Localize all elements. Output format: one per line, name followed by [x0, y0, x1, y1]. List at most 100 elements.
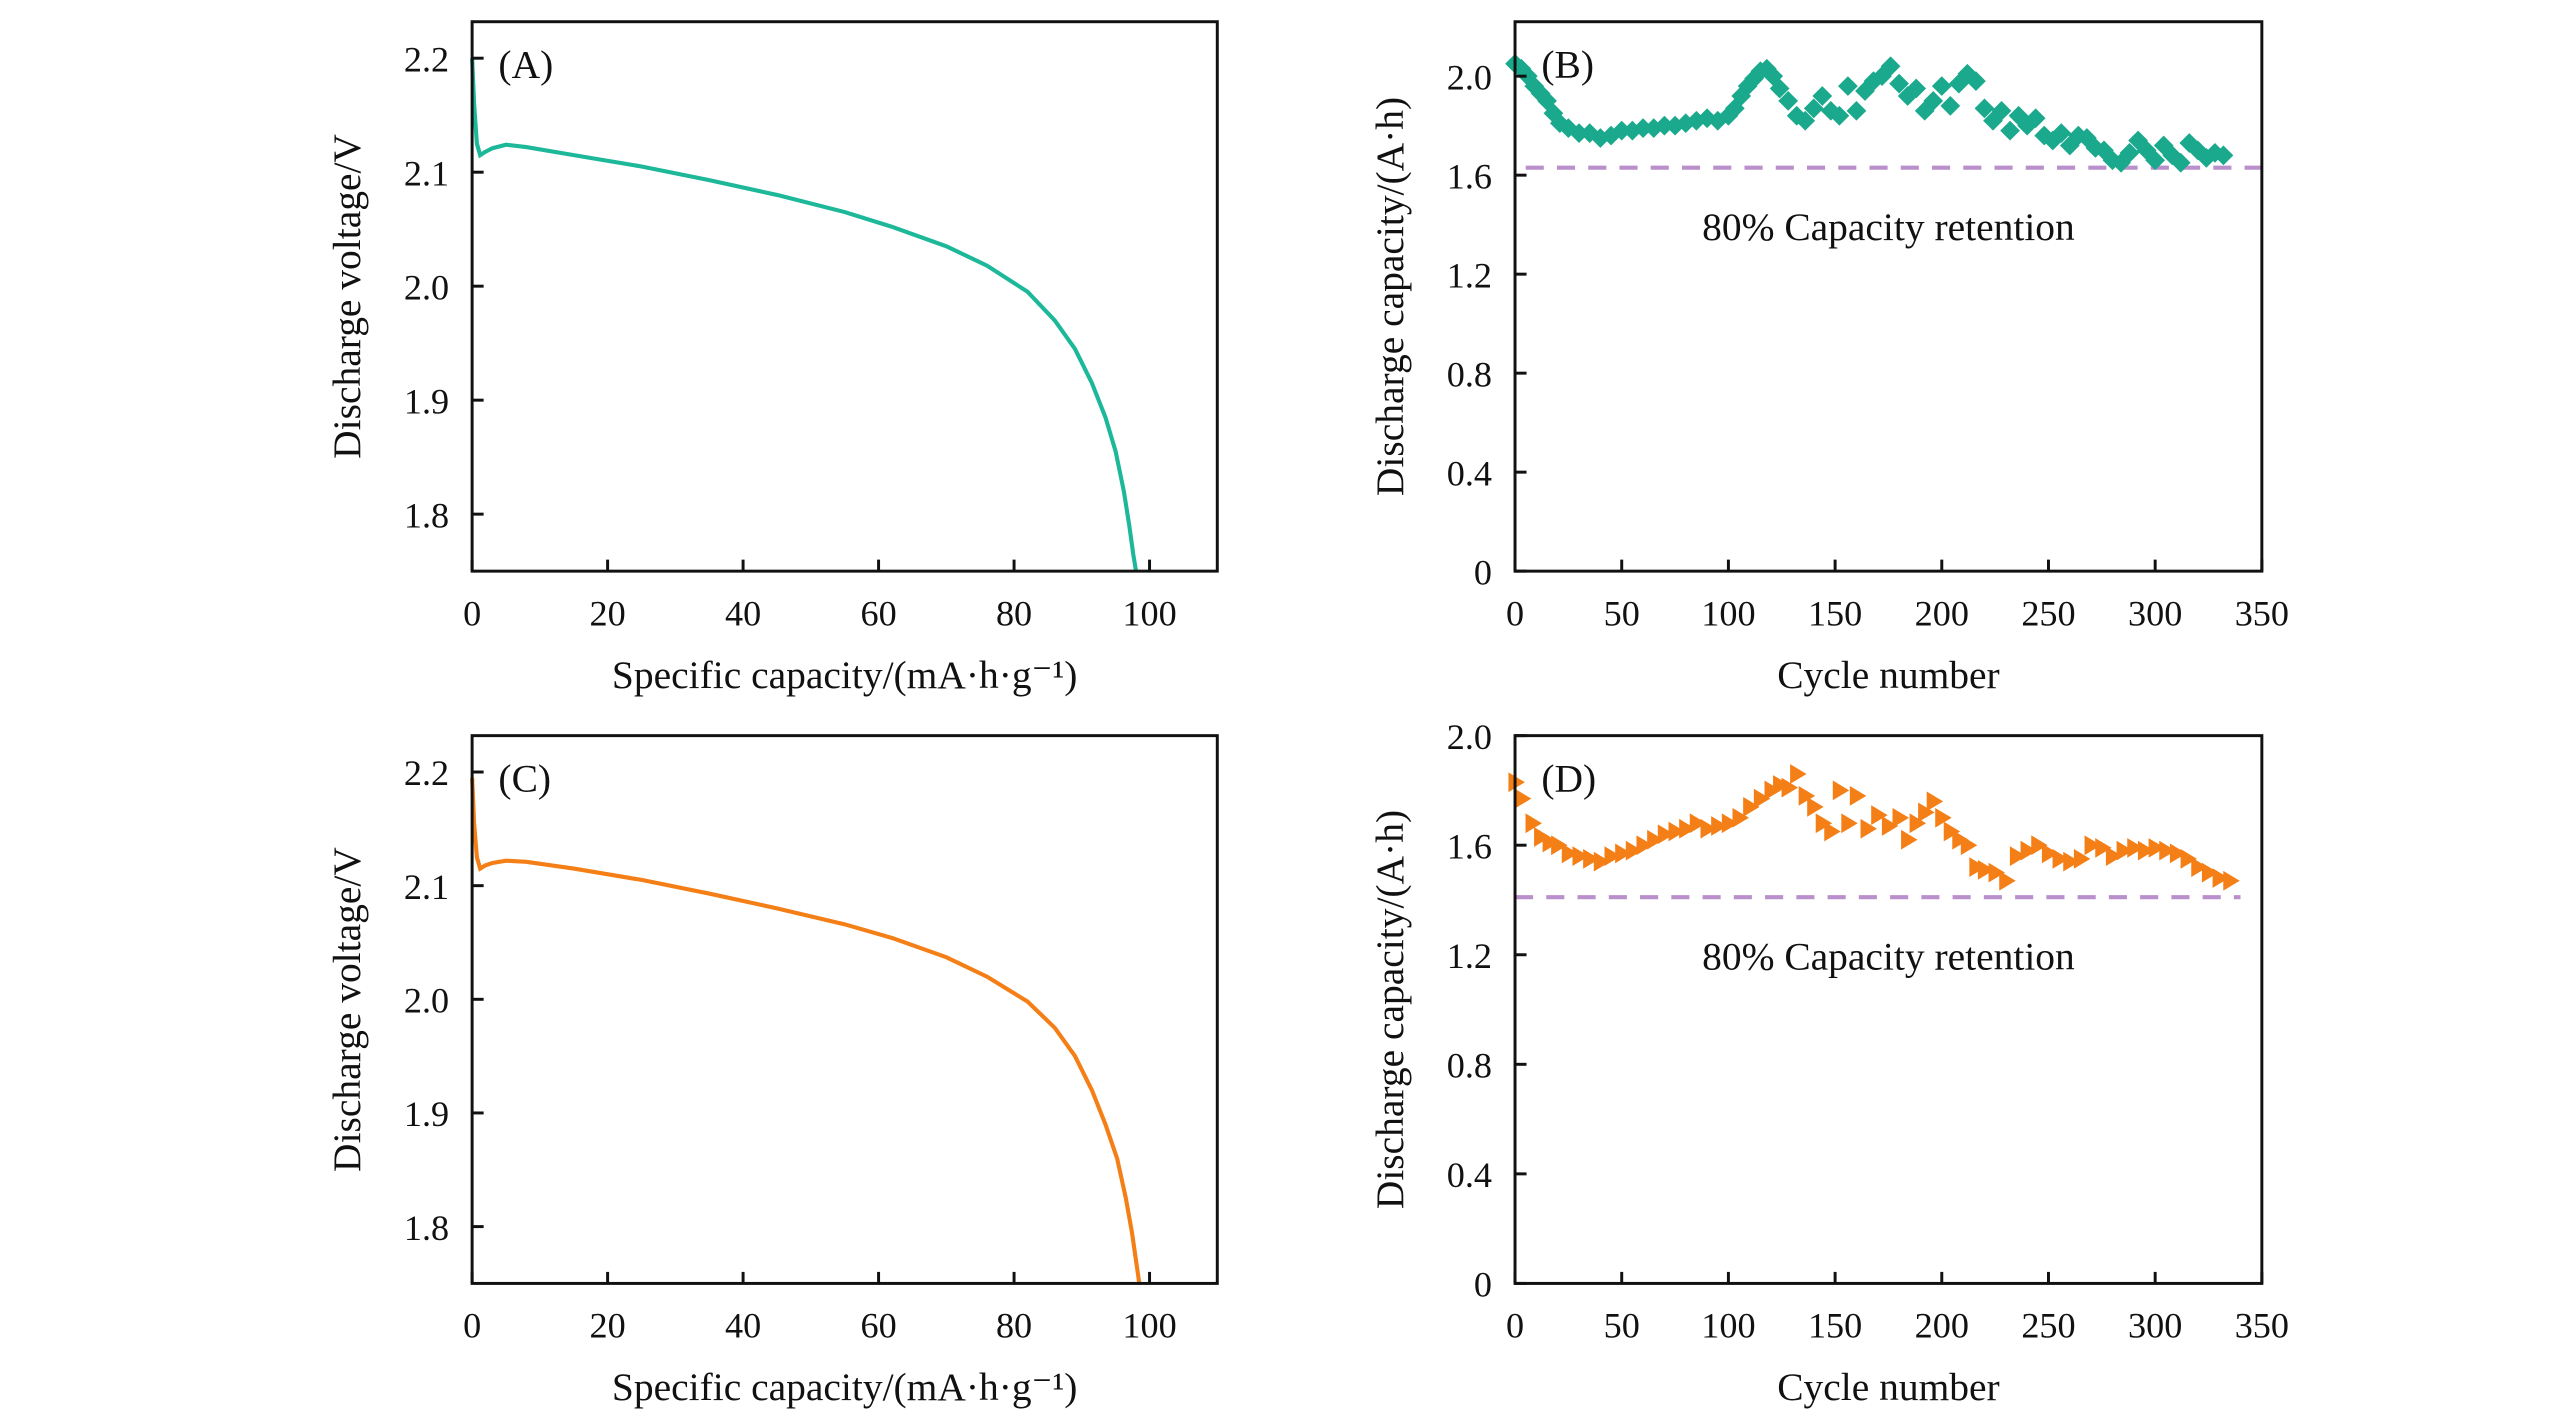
data-point: [1668, 821, 1685, 842]
y-tick-label: 0.4: [1447, 1155, 1492, 1195]
y-tick-label: 2.0: [404, 267, 449, 307]
data-point: [2127, 838, 2144, 858]
data-point: [1871, 805, 1888, 825]
data-point: [1798, 786, 1816, 806]
x-tick-label: 350: [2235, 593, 2289, 633]
y-tick-label: 2.2: [404, 39, 449, 79]
data-point: [1764, 780, 1781, 801]
series-line: [470, 58, 1139, 572]
data-point: [1815, 813, 1833, 834]
data-point: [1969, 857, 1986, 877]
y-tick-label: 0: [1474, 1265, 1492, 1305]
data-point: [2191, 857, 2208, 877]
x-tick-label: 300: [2128, 1306, 2182, 1346]
data-point: [1572, 846, 1589, 867]
data-point: [1988, 862, 2006, 883]
data-point: [1593, 851, 1611, 872]
data-point: [1906, 78, 1927, 99]
x-axis-label: Cycle number: [1777, 653, 2000, 697]
data-point: [1807, 796, 1824, 817]
y-tick-label: 0: [1474, 552, 1492, 592]
data-point: [2180, 849, 2198, 869]
panel-label: (D): [1541, 757, 1596, 801]
data-point: [1689, 813, 1707, 834]
y-tick-label: 0.8: [1447, 1045, 1492, 1085]
panel-c: 0 20 40 60 80 100 1.8 1.9 2.0 2.1 2.2 Specific capa…: [325, 734, 1219, 1409]
x-tick-label: 60: [860, 593, 896, 633]
data-point: [1940, 95, 1961, 116]
data-point: [1803, 98, 1824, 119]
data-point: [1773, 775, 1790, 795]
data-point: [1625, 840, 1643, 861]
data-point: [1721, 813, 1739, 834]
data-point: [1935, 807, 1952, 828]
data-point: [1679, 818, 1696, 839]
reference-line-label: 80% Capacity retention: [1702, 935, 2075, 979]
y-tick-label: 2.1: [404, 867, 449, 907]
data-point: [1795, 110, 1816, 131]
data-point: [2159, 840, 2176, 861]
y-tick-label: 1.8: [404, 1208, 449, 1248]
y-tick-label: 2.0: [404, 980, 449, 1020]
data-point: [1534, 827, 1551, 847]
x-tick-label: 50: [1604, 1306, 1640, 1346]
data-point: [1960, 835, 1978, 856]
data-point: [1525, 813, 1542, 834]
x-tick-label: 0: [463, 593, 481, 633]
y-tick-label: 1.6: [1447, 826, 1492, 866]
data-point: [1778, 91, 1799, 111]
x-tick-label: 350: [2235, 1306, 2289, 1346]
y-tick-label: 2.0: [1447, 57, 1492, 97]
panel-b: 80% Capacity retention 0 50 100 150 200 250 300…: [1368, 20, 2289, 697]
y-axis-label: Discharge capacity/(A·h): [1368, 810, 1412, 1209]
x-tick-label: 150: [1808, 593, 1862, 633]
data-point: [2212, 868, 2230, 888]
data-point: [1769, 78, 1790, 99]
x-tick-label: 50: [1604, 593, 1640, 633]
data-point: [1860, 818, 1877, 839]
x-tick-label: 40: [725, 593, 761, 633]
data-point: [1918, 802, 1935, 823]
data-point: [1974, 98, 1995, 119]
y-tick-label: 0.8: [1447, 354, 1492, 394]
panel-d: 80% Capacity retention 0 50 100 150 200 250 300…: [1368, 717, 2289, 1409]
data-point: [1724, 98, 1745, 119]
data-point: [2031, 835, 2048, 856]
x-tick-label: 250: [2021, 1306, 2075, 1346]
data-point: [2073, 849, 2091, 869]
data-point: [1846, 100, 1867, 121]
x-axis-label: Specific capacity/(mA·h·g⁻¹): [612, 1365, 1078, 1409]
data-point: [1743, 796, 1760, 817]
y-tick-label: 2.2: [404, 753, 449, 793]
data-point: [2009, 846, 2027, 867]
data-point: [2052, 849, 2070, 869]
data-point: [1889, 73, 1909, 94]
data-point: [1977, 859, 1995, 880]
data-point: [2169, 843, 2187, 864]
data-point: [2063, 851, 2080, 872]
data-point: [1849, 786, 1867, 806]
data-point: [1909, 813, 1927, 834]
x-tick-label: 0: [1506, 1306, 1524, 1346]
y-tick-label: 1.6: [1447, 156, 1492, 196]
panel-label: (A): [498, 43, 553, 87]
panel-label: (B): [1541, 43, 1594, 87]
data-point: [2105, 846, 2123, 867]
data-point: [1991, 100, 2012, 121]
data-point: [1753, 788, 1771, 809]
data-point: [1636, 835, 1653, 856]
y-tick-label: 2.1: [404, 153, 449, 193]
x-axis-label: Specific capacity/(mA·h·g⁻¹): [612, 653, 1078, 697]
data-point: [1508, 772, 1525, 793]
y-tick-label: 0.4: [1447, 453, 1492, 493]
data-point: [2137, 840, 2155, 861]
y-tick-label: 1.2: [1447, 936, 1492, 976]
x-tick-label: 80: [996, 1306, 1032, 1346]
x-tick-label: 80: [996, 593, 1032, 633]
data-point: [1604, 846, 1621, 867]
data-point: [1647, 829, 1664, 850]
data-point: [1841, 813, 1858, 834]
data-point: [1943, 821, 1961, 842]
axes-frame: [470, 734, 1219, 1285]
